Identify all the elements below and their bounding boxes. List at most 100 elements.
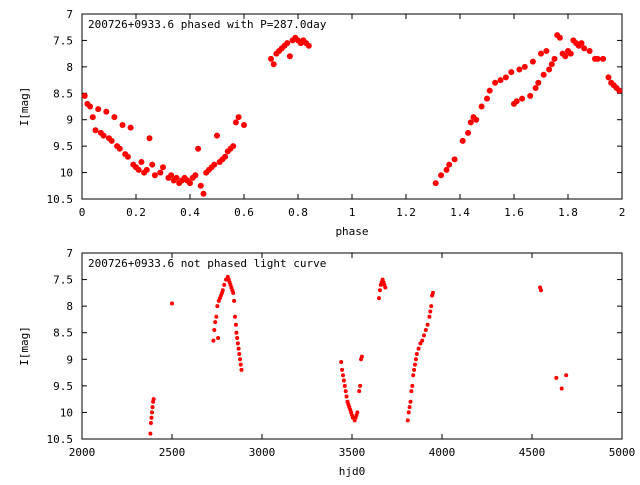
x-tick-label: 1.6 — [504, 206, 524, 219]
y-tick-label: 10 — [60, 406, 73, 419]
data-point — [564, 373, 569, 378]
data-point — [151, 172, 158, 179]
data-point — [234, 330, 239, 335]
data-point — [377, 288, 382, 293]
data-point — [150, 405, 155, 410]
data-point — [410, 383, 415, 388]
data-point — [567, 50, 574, 57]
data-point — [605, 74, 612, 81]
data-point — [212, 328, 217, 333]
data-point — [578, 40, 585, 47]
data-point — [409, 389, 414, 394]
data-point — [238, 362, 243, 367]
y-tick-label: 10 — [60, 167, 73, 180]
data-point — [342, 383, 347, 388]
data-point — [513, 98, 520, 105]
data-point — [478, 103, 485, 110]
data-point — [341, 378, 346, 383]
data-point — [538, 50, 544, 57]
data-point — [465, 129, 472, 136]
data-point — [284, 40, 291, 47]
unphased-light-curve-panel: 200726+0933.6 not phased light curve hjd… — [18, 247, 635, 478]
x-tick-label: 3500 — [339, 446, 366, 459]
data-point — [87, 103, 94, 110]
data-point — [492, 79, 499, 86]
data-point — [230, 143, 237, 150]
data-point — [216, 336, 221, 341]
data-point — [551, 55, 558, 62]
data-point — [197, 182, 204, 189]
x-axis-label: phase — [335, 225, 368, 238]
x-tick-label: 3000 — [249, 446, 276, 459]
data-point — [543, 48, 550, 54]
data-point — [406, 410, 411, 415]
y-tick-label: 10.5 — [47, 433, 74, 446]
y-tick-label: 7 — [66, 8, 73, 21]
data-point — [411, 373, 416, 378]
y-tick-label: 8.5 — [53, 327, 73, 340]
data-point — [467, 119, 474, 126]
data-point — [431, 290, 435, 295]
data-point — [422, 333, 426, 338]
data-point — [451, 156, 458, 163]
data-point — [355, 410, 360, 415]
data-point — [148, 421, 153, 426]
x-tick-label: 5000 — [609, 446, 636, 459]
data-point — [170, 301, 174, 306]
data-point — [149, 415, 154, 420]
data-point — [532, 85, 539, 91]
data-point — [616, 87, 623, 94]
data-point — [149, 161, 156, 168]
data-point — [562, 53, 569, 60]
y-tick-label: 9.5 — [53, 380, 73, 393]
data-point — [286, 53, 293, 60]
data-point — [428, 309, 433, 314]
data-point — [473, 116, 480, 123]
data-point — [516, 66, 523, 73]
x-tick-label: 4500 — [519, 446, 546, 459]
data-point — [92, 127, 99, 134]
data-point — [150, 410, 155, 415]
data-point — [124, 153, 131, 160]
data-point — [559, 386, 564, 391]
data-point — [527, 92, 534, 99]
data-point — [425, 322, 430, 327]
data-point — [268, 55, 274, 62]
data-point — [539, 288, 543, 293]
x-tick-label: 0 — [79, 206, 86, 219]
x-tick-label: 4000 — [429, 446, 456, 459]
phased-light-curve-panel: 200726+0933.6 phased with P=287.0day pha… — [18, 8, 625, 238]
data-point — [200, 190, 207, 197]
data-point — [344, 394, 349, 399]
data-point — [157, 169, 164, 176]
y-tick-label: 7.5 — [53, 34, 73, 47]
x-tick-label: 2000 — [69, 446, 96, 459]
data-point — [383, 285, 388, 290]
data-point — [235, 114, 242, 121]
data-point — [413, 357, 418, 362]
axis-ticks: 2000 2500 3000 3500 4000 4500 5000 7 7.5 8 8.5 9 9.5… — [47, 247, 636, 459]
data-point — [521, 63, 528, 70]
data-point — [586, 48, 593, 54]
x-tick-label: 1.8 — [558, 206, 578, 219]
data-point — [138, 159, 145, 165]
data-point — [222, 153, 229, 160]
data-point — [529, 58, 536, 65]
data-point — [238, 357, 243, 362]
data-point — [484, 95, 490, 102]
x-tick-label: 2500 — [159, 446, 186, 459]
data-point — [232, 119, 239, 126]
chart-title: 200726+0933.6 phased with P=287.0day — [88, 18, 327, 31]
data-point — [211, 161, 218, 168]
x-tick-label: 2 — [619, 206, 626, 219]
data-point — [429, 304, 434, 309]
data-point — [508, 69, 515, 76]
data-point — [168, 172, 175, 179]
y-tick-label: 7 — [66, 247, 73, 260]
y-tick-label: 9.5 — [53, 140, 73, 153]
data-point — [195, 145, 202, 152]
data-point — [233, 322, 238, 327]
data-point — [211, 338, 216, 343]
data-point — [192, 172, 199, 179]
plot-frame — [81, 13, 623, 200]
